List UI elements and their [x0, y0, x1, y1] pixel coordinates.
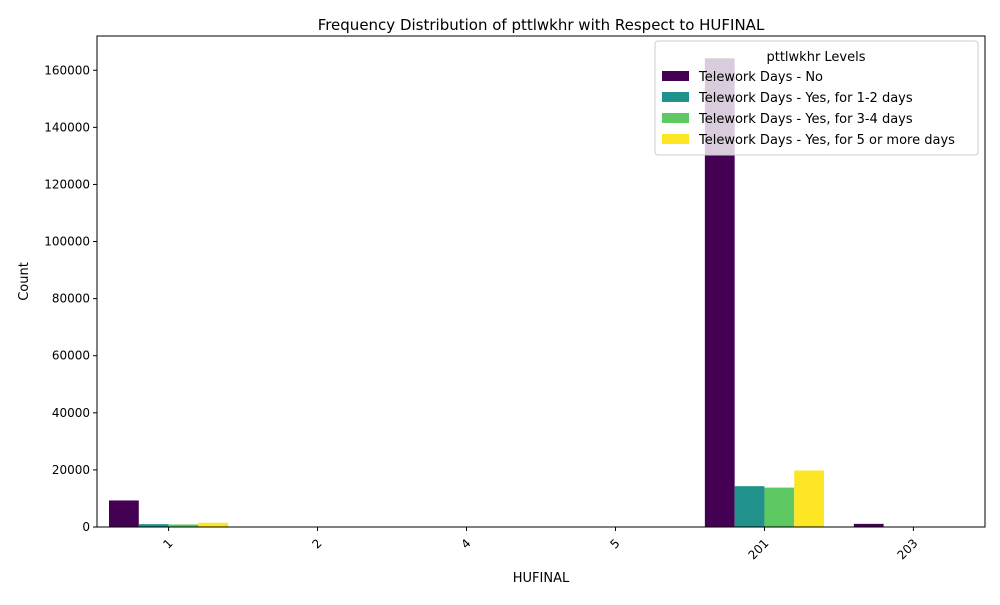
legend-title: pttlwkhr Levels: [766, 50, 865, 65]
legend-swatch: [662, 113, 689, 123]
y-tick-label: 60000: [52, 349, 90, 363]
legend-label: Telework Days - No: [698, 70, 823, 85]
bar: [109, 500, 139, 527]
x-tick-label: 2: [309, 536, 324, 551]
y-tick-label: 40000: [52, 406, 90, 420]
legend-box: [654, 40, 979, 156]
y-tick-label: 20000: [52, 463, 90, 477]
legend-swatch: [662, 92, 689, 102]
x-tick-label: 4: [458, 536, 473, 551]
legend-items: Telework Days - No Telework Days - Yes, f…: [662, 70, 955, 148]
y-tick-label: 100000: [44, 235, 90, 249]
legend: pttlwkhr Levels Telework Days - NoTelewo…: [654, 40, 979, 156]
y-axis-label: Count: [17, 262, 32, 301]
legend-swatch: [662, 134, 689, 144]
bar: [734, 486, 765, 527]
x-tick-label: 1: [160, 536, 175, 551]
x-tick-label: 5: [607, 536, 622, 551]
legend-label: Telework Days - Yes, for 3-4 days: [698, 112, 913, 127]
legend-label: Telework Days - Yes, for 1-2 days: [698, 91, 913, 106]
legend-label: Telework Days - Yes, for 5 or more days: [698, 133, 955, 148]
bar: [198, 522, 229, 527]
plot-frame: [96, 35, 986, 528]
x-tick-label: 203: [894, 536, 920, 562]
y-tick-label: 120000: [44, 177, 90, 191]
y-tick-label: 80000: [52, 292, 90, 306]
bar: [794, 470, 825, 527]
bar: [138, 524, 169, 527]
y-tick-label: 0: [82, 520, 90, 534]
y-tick-label: 160000: [44, 63, 90, 77]
x-tick-label: 201: [745, 536, 771, 562]
chart-title: Frequency Distribution of pttlwkhr with …: [318, 16, 765, 34]
y-axis: 0 20000 40000 60000 80000 100000 120000 140000 1…: [44, 63, 97, 534]
bar: [853, 523, 884, 527]
bar: [764, 487, 795, 527]
x-axis: 1 2 4 5 201 203: [160, 527, 921, 562]
bar: [168, 524, 199, 527]
legend-swatch: [662, 71, 689, 81]
x-axis-label: HUFINAL: [513, 571, 570, 586]
y-tick-label: 140000: [44, 120, 90, 134]
